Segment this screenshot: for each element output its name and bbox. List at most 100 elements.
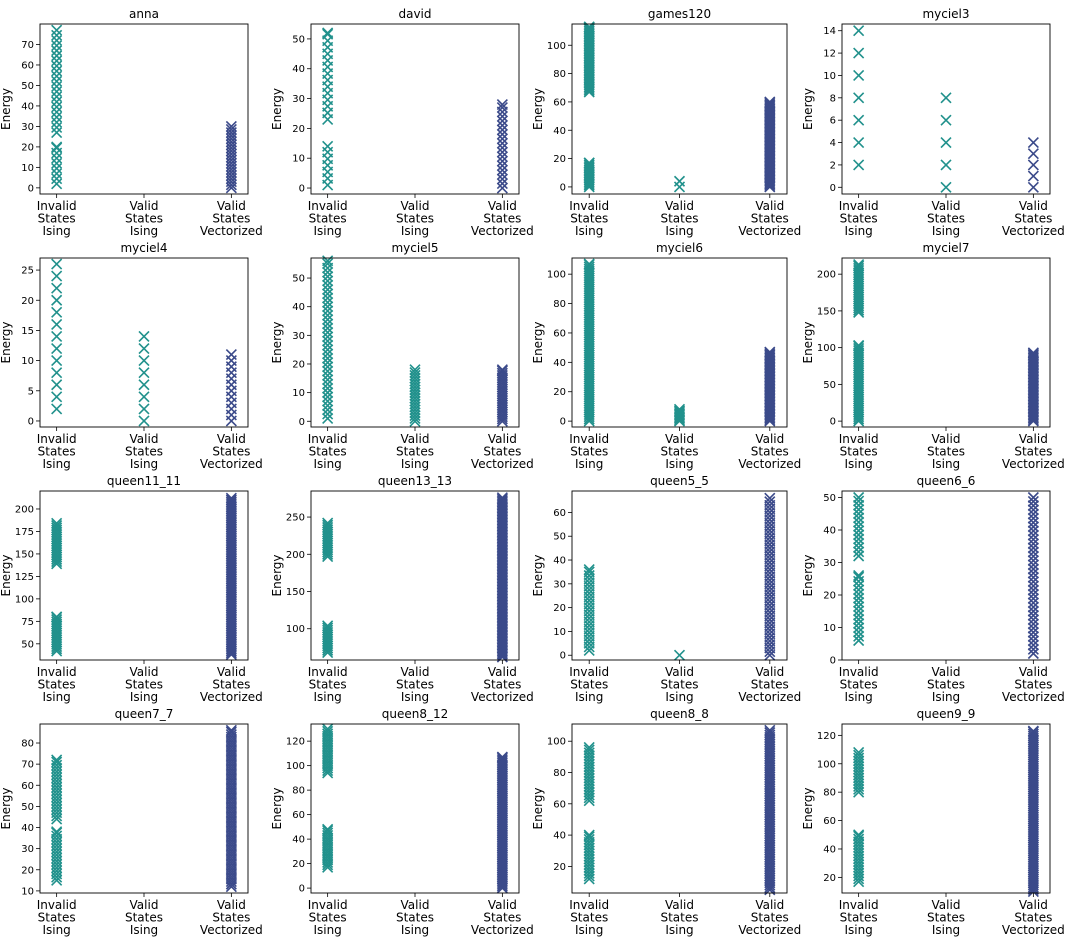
plot-frame <box>841 490 1051 661</box>
x-tick-label: States <box>751 445 789 459</box>
data-point-x-icon <box>940 181 952 193</box>
x-tick-label: Invalid <box>569 432 609 446</box>
x-tick-label: States <box>125 212 163 226</box>
y-tick-label: 20 <box>292 359 305 370</box>
x-tick-label: States <box>751 212 789 226</box>
data-point-x-icon <box>322 824 334 837</box>
series-invalid-states-ising <box>853 746 865 888</box>
y-tick-label: 20 <box>553 603 566 614</box>
y-tick-label: 20 <box>21 865 34 876</box>
x-tick-label: States <box>1014 212 1052 226</box>
data-point-x-icon <box>322 404 334 416</box>
x-tick-label: Ising <box>401 923 429 937</box>
y-tick-label: 80 <box>292 786 305 797</box>
x-tick-label: Vectorized <box>200 457 263 471</box>
data-point-x-icon <box>1027 181 1039 193</box>
y-tick-label: 200 <box>15 504 34 515</box>
x-tick-label: Valid <box>1019 665 1048 679</box>
data-point-x-icon <box>764 729 776 741</box>
data-point-x-icon <box>51 167 63 180</box>
plot-frame <box>571 723 788 894</box>
x-tick-label: States <box>927 678 965 692</box>
data-point-x-icon <box>51 162 63 174</box>
y-tick-label: 100 <box>286 761 305 772</box>
x-tick-label: Invalid <box>308 199 348 213</box>
data-point-x-icon <box>1027 542 1039 554</box>
x-tick-label: Vectorized <box>738 224 801 238</box>
data-point-x-icon <box>409 367 421 379</box>
subplot-title: games120 <box>648 7 711 21</box>
data-point-x-icon <box>1027 626 1039 638</box>
x-tick-label: States <box>1014 678 1052 692</box>
x-tick-label: Ising <box>401 690 429 704</box>
y-tick-label: 100 <box>15 594 34 605</box>
y-tick-label: 80 <box>823 788 836 799</box>
data-point-x-icon <box>583 261 595 273</box>
subplot-myciel7: myciel7Energy050100150200InvalidStatesIs… <box>801 241 1065 471</box>
plot-frame <box>310 23 520 195</box>
y-axis-label: Energy <box>270 88 284 130</box>
y-tick-label: 60 <box>553 799 566 810</box>
data-point-x-icon <box>51 70 63 82</box>
data-point-x-icon <box>1027 533 1039 545</box>
data-point-x-icon <box>51 121 63 133</box>
y-tick-label: 125 <box>15 572 34 583</box>
data-point-x-icon <box>1027 576 1039 588</box>
x-tick-label: Valid <box>755 199 784 213</box>
data-point-x-icon <box>853 529 865 541</box>
y-tick-label: 20 <box>823 591 836 602</box>
x-tick-label: Invalid <box>308 665 348 679</box>
y-tick-label: 40 <box>553 126 566 137</box>
series-valid-states-ising <box>673 649 686 661</box>
y-axis-label: Energy <box>531 88 545 130</box>
data-point-x-icon <box>1027 504 1039 516</box>
series-invalid-states-ising <box>51 754 63 886</box>
y-tick-label: 200 <box>286 550 305 561</box>
plot-frame <box>571 23 788 195</box>
x-tick-label: Ising <box>932 457 960 471</box>
series-valid-states-vectorized <box>496 98 508 194</box>
x-tick-label: States <box>125 678 163 692</box>
x-tick-label: Ising <box>844 457 872 471</box>
series-valid-states-vectorized <box>496 492 508 663</box>
data-point-x-icon <box>322 292 334 304</box>
x-tick-label: Ising <box>844 224 872 238</box>
data-point-x-icon <box>322 331 334 343</box>
plot-frame <box>571 257 788 428</box>
x-tick-label: Valid <box>755 432 784 446</box>
y-tick-label: 10 <box>21 356 34 367</box>
x-tick-label: Valid <box>401 432 430 446</box>
subplot-title: queen6_6 <box>917 474 976 488</box>
data-point-x-icon <box>51 86 63 98</box>
x-tick-label: States <box>125 445 163 459</box>
data-point-x-icon <box>496 492 508 504</box>
series-valid-states-vectorized <box>496 751 508 894</box>
data-point-x-icon <box>853 92 865 104</box>
series-valid-states-ising <box>940 92 952 193</box>
data-point-x-icon <box>496 496 508 508</box>
series-valid-states-ising <box>409 364 421 427</box>
data-point-x-icon <box>1027 170 1039 182</box>
plot-frame <box>310 723 520 894</box>
y-axis-label: Energy <box>531 787 545 829</box>
x-tick-label: Ising <box>313 923 341 937</box>
x-tick-label: Ising <box>42 457 70 471</box>
y-tick-label: 100 <box>286 624 305 635</box>
data-point-x-icon <box>496 151 508 163</box>
series-invalid-states-ising <box>322 27 334 191</box>
x-tick-label: Valid <box>665 898 694 912</box>
series-valid-states-vectorized <box>1027 491 1039 660</box>
x-tick-label: States <box>840 212 878 226</box>
data-point-x-icon <box>764 97 776 109</box>
x-tick-label: Invalid <box>569 665 609 679</box>
data-point-x-icon <box>322 258 334 270</box>
data-point-x-icon <box>853 605 865 617</box>
y-tick-label: 150 <box>15 549 34 560</box>
x-tick-label: Ising <box>665 690 693 704</box>
data-point-x-icon <box>583 159 595 171</box>
data-point-x-icon <box>1027 567 1039 579</box>
data-point-x-icon <box>853 533 865 545</box>
series-invalid-states-ising <box>51 24 63 190</box>
y-tick-label: 150 <box>817 306 836 317</box>
data-point-x-icon <box>138 330 150 343</box>
